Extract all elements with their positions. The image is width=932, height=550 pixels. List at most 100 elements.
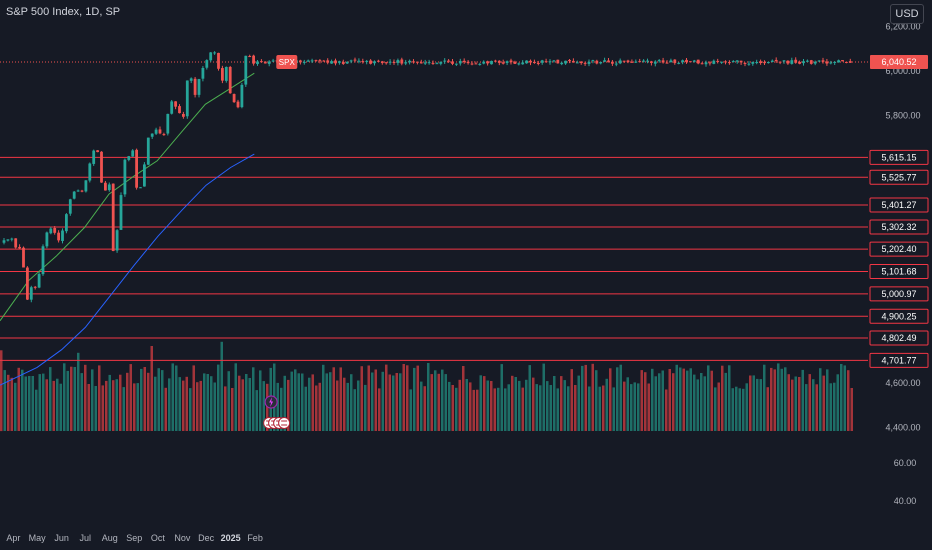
candle-body bbox=[568, 59, 571, 62]
candle-body bbox=[197, 79, 201, 95]
volume-bar bbox=[164, 387, 167, 431]
candle-body bbox=[341, 61, 345, 64]
volume-bar bbox=[140, 368, 143, 431]
volume-bar bbox=[399, 373, 402, 431]
time-axis-label: Oct bbox=[151, 533, 166, 543]
volume-bar bbox=[654, 376, 657, 431]
volume-bar bbox=[430, 374, 433, 431]
volume-bar bbox=[794, 376, 797, 431]
volume-bar bbox=[308, 377, 311, 431]
candle-body bbox=[478, 63, 482, 65]
level-label: 5,615.15 bbox=[881, 152, 916, 162]
candle-body bbox=[57, 232, 60, 241]
currency-button[interactable]: USD bbox=[890, 4, 924, 24]
candle-body bbox=[72, 191, 76, 199]
candle-body bbox=[575, 62, 579, 64]
volume-bar bbox=[217, 364, 220, 431]
candle-body bbox=[205, 60, 209, 68]
candle-body bbox=[37, 273, 41, 288]
candle-body bbox=[396, 60, 400, 63]
volume-bar bbox=[311, 374, 314, 431]
candle-body bbox=[6, 239, 10, 241]
volume-bar bbox=[91, 369, 94, 431]
volume-bar bbox=[763, 364, 766, 431]
symbol-tag-label: SPX bbox=[279, 58, 296, 67]
candle-body bbox=[501, 62, 505, 64]
volume-bar bbox=[595, 370, 598, 431]
candle-body bbox=[392, 62, 396, 64]
volume-bar bbox=[255, 390, 258, 431]
volume-bar bbox=[420, 381, 423, 431]
volume-bar bbox=[738, 388, 741, 431]
time-axis-label: Dec bbox=[198, 533, 215, 543]
volume-bar bbox=[626, 377, 629, 431]
volume-bar bbox=[511, 375, 514, 431]
level-label-box bbox=[869, 169, 929, 185]
candle-body bbox=[380, 61, 384, 64]
candle-body bbox=[817, 60, 821, 62]
candle-body bbox=[41, 246, 45, 275]
candle-body bbox=[322, 60, 326, 62]
volume-bar bbox=[546, 381, 549, 431]
candle-body bbox=[724, 61, 727, 63]
volume-bar bbox=[297, 373, 300, 431]
volume-bar bbox=[80, 373, 83, 431]
volume-bar bbox=[388, 374, 391, 431]
candle-body bbox=[213, 52, 216, 54]
volume-bar bbox=[70, 366, 73, 431]
volume-bar bbox=[633, 382, 636, 431]
candle-body bbox=[224, 66, 228, 81]
candle-body bbox=[669, 60, 673, 63]
candle-body bbox=[809, 60, 813, 64]
candle-body bbox=[310, 60, 314, 62]
volume-bar bbox=[213, 382, 216, 431]
volume-bar bbox=[171, 363, 174, 431]
candle-body bbox=[548, 61, 552, 63]
candle-body bbox=[692, 60, 696, 62]
candle-body bbox=[825, 61, 829, 64]
candle-body bbox=[435, 63, 439, 65]
candle-body bbox=[166, 113, 170, 134]
volume-bar bbox=[374, 369, 377, 431]
volume-bar bbox=[56, 378, 59, 431]
candle-body bbox=[618, 60, 622, 64]
candle-body bbox=[412, 61, 415, 63]
volume-bar bbox=[735, 386, 738, 431]
volume-bar bbox=[756, 378, 759, 431]
us-flag-icon[interactable] bbox=[278, 417, 291, 429]
candle-body bbox=[716, 60, 720, 62]
candle-body bbox=[443, 60, 447, 62]
volume-bar bbox=[658, 373, 661, 431]
candle-body bbox=[248, 56, 252, 58]
candle-body bbox=[29, 287, 33, 300]
time-axis-label: Aug bbox=[102, 533, 118, 543]
volume-bar bbox=[332, 367, 335, 431]
candle-body bbox=[119, 195, 123, 230]
level-label-box bbox=[869, 241, 929, 257]
volume-bar bbox=[605, 378, 608, 431]
time-axis-label: Jun bbox=[54, 533, 69, 543]
candle-body bbox=[790, 60, 794, 64]
candle-body bbox=[630, 61, 634, 63]
candle-body bbox=[564, 60, 567, 64]
candle-body bbox=[798, 62, 801, 64]
volume-bar bbox=[423, 386, 426, 431]
candle-body bbox=[423, 62, 427, 64]
volume-bar bbox=[73, 367, 76, 431]
candle-body bbox=[189, 78, 193, 81]
candle-body bbox=[509, 60, 513, 63]
volume-bar bbox=[465, 379, 468, 431]
volume-bar bbox=[609, 368, 612, 431]
volume-bar bbox=[661, 370, 664, 431]
candle-body bbox=[653, 61, 657, 64]
volume-bar bbox=[280, 387, 283, 431]
volume-bar bbox=[185, 376, 188, 431]
volume-bar bbox=[101, 385, 104, 431]
candle-body bbox=[607, 60, 610, 63]
candle-body bbox=[755, 62, 759, 64]
volume-bar bbox=[742, 388, 745, 431]
volume-bar bbox=[483, 376, 486, 431]
candle-body bbox=[170, 101, 174, 114]
candle-body bbox=[45, 232, 49, 247]
